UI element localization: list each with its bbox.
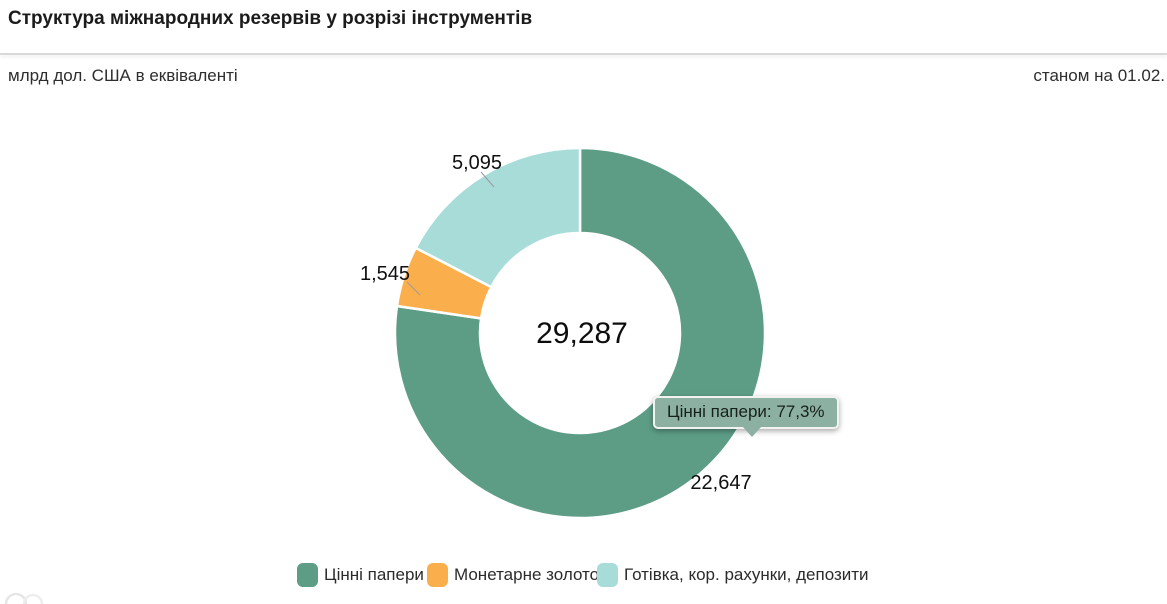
legend-label-monetary-gold: Монетарне золото xyxy=(454,565,597,584)
donut-center-total: 29,287 xyxy=(536,317,628,350)
slice-value-label-gold: 1,545 xyxy=(360,263,410,285)
legend-label-securities: Цінні папери xyxy=(324,565,424,584)
page-title: Структура міжнародних резервів у розрізі… xyxy=(8,8,533,29)
as-of-date-label: станом на 01.02. xyxy=(1033,66,1165,85)
legend-marker-securities xyxy=(297,563,318,587)
chart-tooltip-text: Цінні папери: 77,3% xyxy=(667,402,825,421)
chart-tooltip: Цінні папери: 77,3% xyxy=(653,396,839,437)
legend-marker-monetary-gold xyxy=(427,563,448,587)
slice-value-label-securities: 22,647 xyxy=(690,472,751,494)
legend-label-cash-deposits: Готівка, кор. рахунки, депозити xyxy=(624,565,869,584)
legend-item-monetary-gold[interactable]: Монетарне золото xyxy=(427,563,597,587)
legend-item-securities[interactable]: Цінні папери xyxy=(297,563,427,587)
watermark-logo-icon xyxy=(4,592,44,604)
header-divider xyxy=(0,53,1167,55)
units-label: млрд дол. США в еквіваленті xyxy=(8,66,238,85)
chart-legend: Цінні папери Монетарне золото Готівка, к… xyxy=(297,563,869,587)
legend-item-cash-deposits[interactable]: Готівка, кор. рахунки, депозити xyxy=(597,563,869,587)
label-leader-line-cash xyxy=(480,171,495,188)
label-leader-line-gold xyxy=(406,281,421,296)
legend-marker-cash-deposits xyxy=(597,563,618,587)
pie-slice-cash-deposits[interactable] xyxy=(414,146,582,289)
slice-value-label-cash: 5,095 xyxy=(452,152,502,174)
